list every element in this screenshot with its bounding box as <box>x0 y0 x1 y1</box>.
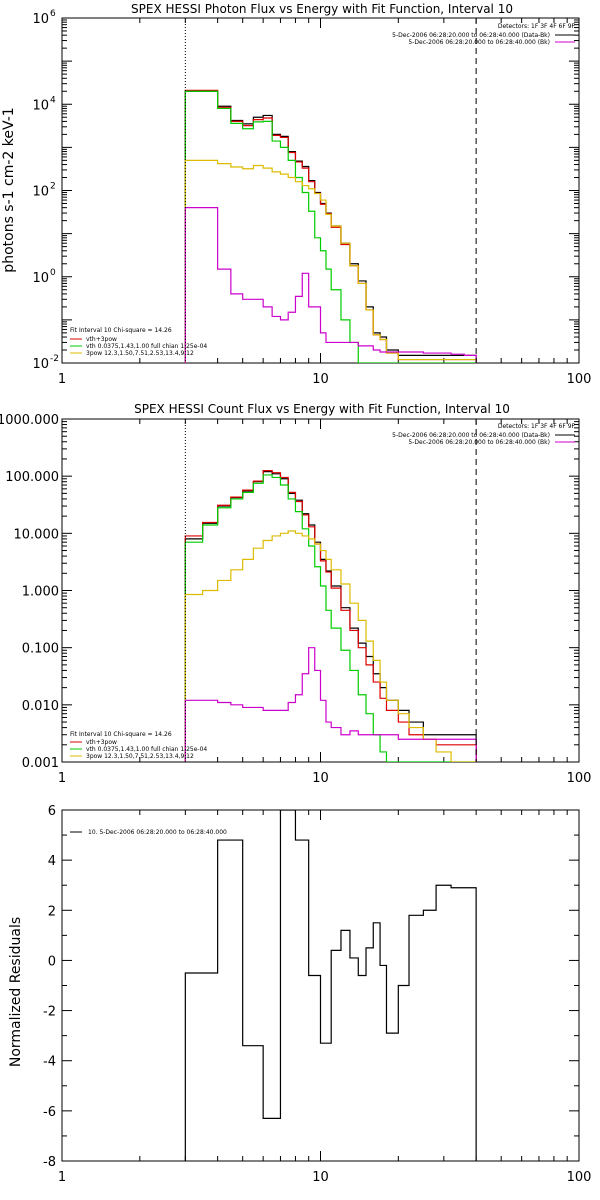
residual-y-tick-label: -4 <box>43 1055 56 1070</box>
photon-legend-top-header: Detectors: 1F 3F 4F 6F 9F <box>498 23 576 30</box>
photon-y-tick-label: 10 <box>32 271 49 286</box>
count-series-vth-3pow <box>184 470 477 762</box>
count-y-tick-label: 0.100 <box>22 642 59 657</box>
photon-legend-bottom-entry-2: 3pow 12.3,1.50,7.51,2.53,13.4,9.12 <box>86 350 194 357</box>
photon-y-tick-label: 10 <box>32 185 49 200</box>
photon-y-tick-label: 10 <box>32 12 49 27</box>
photon-x-tick-label: 100 <box>567 372 592 387</box>
photon-legend-bottom-header: Fit Interval 10 Chi-square = 14.26 <box>70 327 172 334</box>
photon-series-vth-3pow <box>184 89 477 363</box>
photon-flux-panel: SPEX HESSI Photon Flux vs Energy with Fi… <box>1 2 591 387</box>
residual-x-tick-label: 1 <box>58 1170 66 1185</box>
photon-y-tick-label: 10 <box>32 357 49 372</box>
count-y-tick-label: 0.010 <box>22 699 59 714</box>
count-legend-top-entry-0: 5-Dec-2006 06:28:20.000 to 06:28:40.000 … <box>392 432 550 439</box>
photon-y-tick-exponent: -2 <box>50 354 59 364</box>
count-legend-bottom-entry-2: 3pow 12.3,1.50,7.51,2.53,13.4,9.12 <box>86 753 194 760</box>
photon-legend-bottom-entry-1: vth 0.0375,1.43,1.00 full chian 1.25e-04 <box>86 343 207 350</box>
count-y-tick-label: 10.000 <box>14 527 60 542</box>
count-series-vth <box>184 474 477 762</box>
residuals-ylabel: Normalized Residuals <box>8 917 24 1067</box>
count-flux-title: SPEX HESSI Count Flux vs Energy with Fit… <box>134 402 510 416</box>
residual-y-tick-label: -8 <box>43 1155 56 1170</box>
photon-series-data-bk <box>184 90 477 363</box>
residual-y-tick-label: 4 <box>48 854 56 869</box>
photon-legend-bottom-entry-0: vth+3pow <box>86 336 117 343</box>
count-legend-bottom-entry-1: vth 0.0375,1.43,1.00 full chian 1.25e-04 <box>86 746 207 753</box>
count-y-tick-label: 100.000 <box>5 470 59 485</box>
count-legend-top-entry-1: 5-Dec-2006 06:28:20.000 to 06:28:40.000 … <box>408 439 550 446</box>
photon-y-tick-exponent: 2 <box>50 182 56 192</box>
photon-y-tick-exponent: 0 <box>50 268 56 278</box>
count-series-3pow <box>184 530 477 762</box>
count-x-tick-label: 10 <box>312 771 329 786</box>
photon-series-3pow <box>184 159 477 363</box>
count-series-bk <box>184 647 477 762</box>
residual-series-residual <box>184 810 477 1161</box>
count-y-tick-label: 0.001 <box>22 756 59 771</box>
count-legend-bottom-entry-0: vth+3pow <box>86 739 117 746</box>
residuals-legend-entry: 10. 5-Dec-2006 06:28:20.000 to 06:28:40.… <box>88 829 227 836</box>
photon-x-tick-label: 10 <box>312 372 329 387</box>
count-y-tick-label: 1000.000 <box>0 413 59 428</box>
residual-y-tick-label: 2 <box>48 904 56 919</box>
residual-y-tick-label: 6 <box>48 804 56 819</box>
count-y-tick-label: 1.000 <box>22 585 59 600</box>
photon-flux-ylabel: photons s-1 cm-2 keV-1 <box>1 107 17 272</box>
residual-y-tick-label: 0 <box>48 954 56 969</box>
photon-x-tick-label: 1 <box>58 372 66 387</box>
count-flux-panel: SPEX HESSI Count Flux vs Energy with Fit… <box>0 402 591 786</box>
photon-legend-top-entry-0: 5-Dec-2006 06:28:20.000 to 06:28:40.000 … <box>392 32 550 39</box>
count-x-tick-label: 100 <box>567 771 592 786</box>
count-legend-top-header: Detectors: 1F 3F 4F 6F 9F <box>498 423 576 430</box>
residual-x-tick-label: 10 <box>312 1170 329 1185</box>
residual-y-tick-label: -2 <box>43 1005 56 1020</box>
count-x-tick-label: 1 <box>58 771 66 786</box>
count-flux-plot-frame <box>61 418 580 763</box>
photon-flux-title: SPEX HESSI Photon Flux vs Energy with Fi… <box>131 2 513 16</box>
photon-legend-top-entry-1: 5-Dec-2006 06:28:20.000 to 06:28:40.000 … <box>408 39 550 46</box>
photon-y-tick-exponent: 4 <box>50 95 56 105</box>
count-legend-bottom-header: Fit Interval 10 Chi-square = 14.26 <box>70 731 172 738</box>
residual-x-tick-label: 100 <box>567 1170 592 1185</box>
photon-y-tick-label: 10 <box>32 98 49 113</box>
photon-y-tick-exponent: 6 <box>50 9 56 19</box>
photon-series-bk <box>184 207 477 363</box>
residual-y-tick-label: -6 <box>43 1105 56 1120</box>
photon-series-vth <box>184 90 477 363</box>
